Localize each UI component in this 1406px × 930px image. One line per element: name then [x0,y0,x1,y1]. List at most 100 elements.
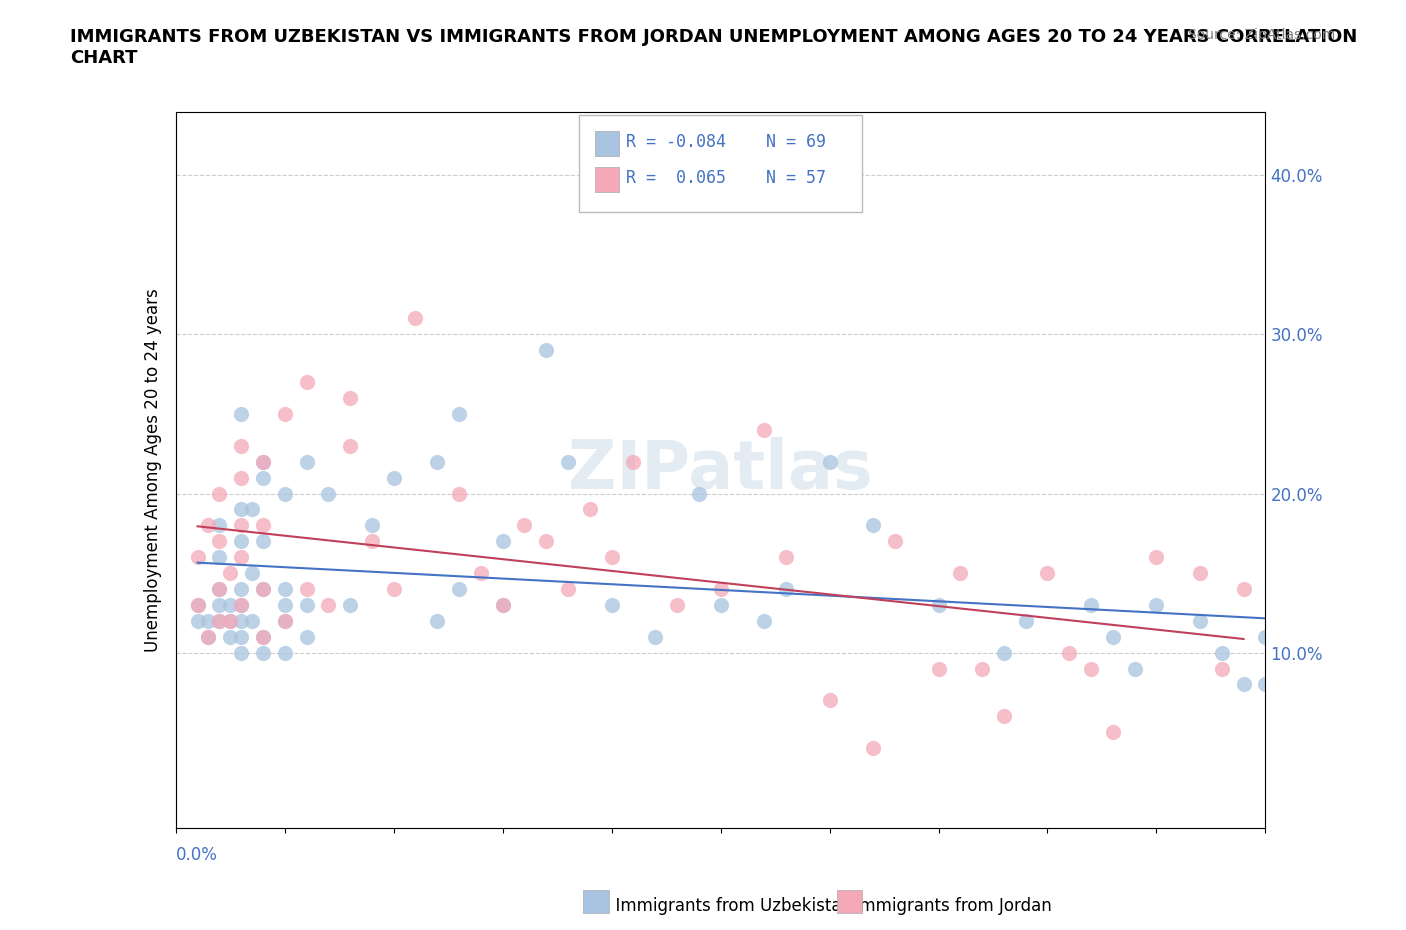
Point [186,597,209,612]
Point [1080,597,1102,612]
Point [252,454,274,469]
Point [426,614,449,629]
Bar [595,131,619,156]
Text: 0.0%: 0.0% [176,845,218,864]
Point [274,597,297,612]
Text: Source: ZipAtlas.com: Source: ZipAtlas.com [1188,28,1336,42]
Point [186,550,209,565]
Point [1144,550,1167,565]
Point [405,311,427,325]
Point [688,486,710,501]
Point [231,406,253,421]
Point [295,375,318,390]
Point [818,693,841,708]
Point [231,597,253,612]
Point [1254,630,1277,644]
Point [447,406,470,421]
Point [219,614,242,629]
Point [208,581,231,596]
Point [231,581,253,596]
Point [231,614,253,629]
Point [240,565,263,580]
Point [1189,614,1212,629]
Point [339,438,361,453]
Point [208,486,231,501]
Point [208,534,231,549]
Text: Immigrants from Uzbekistan: Immigrants from Uzbekistan [605,897,852,915]
Point [775,581,797,596]
Point [274,406,297,421]
Point [197,614,219,629]
Point [208,518,231,533]
Point [208,614,231,629]
Point [219,565,242,580]
Point [252,645,274,660]
Point [274,645,297,660]
Point [274,614,297,629]
Text: IMMIGRANTS FROM UZBEKISTAN VS IMMIGRANTS FROM JORDAN UNEMPLOYMENT AMONG AGES 20 : IMMIGRANTS FROM UZBEKISTAN VS IMMIGRANTS… [70,28,1358,67]
Point [1232,581,1256,596]
FancyBboxPatch shape [579,115,862,212]
Point [197,630,219,644]
Point [186,614,209,629]
Point [993,645,1015,660]
Point [644,630,666,644]
Point [295,630,318,644]
Point [252,630,274,644]
Point [274,581,297,596]
Point [318,486,340,501]
Point [775,550,797,565]
Point [231,630,253,644]
Point [231,502,253,517]
Point [1057,645,1080,660]
Point [339,597,361,612]
Point [492,534,515,549]
Point [557,454,579,469]
Point [231,518,253,533]
Point [219,614,242,629]
Point [949,565,972,580]
Point [970,661,993,676]
Point [928,597,950,612]
Point [818,454,841,469]
Point [231,597,253,612]
Text: R = -0.084    N = 69: R = -0.084 N = 69 [626,133,825,152]
Point [754,422,776,437]
Point [295,454,318,469]
Point [666,597,689,612]
Point [579,502,602,517]
Point [252,471,274,485]
Point [360,518,382,533]
Point [295,597,318,612]
Point [339,391,361,405]
Point [231,534,253,549]
Point [1232,677,1256,692]
Point [513,518,536,533]
Point [231,550,253,565]
Point [1123,661,1146,676]
Point [208,614,231,629]
Point [928,661,950,676]
Point [1211,645,1233,660]
Point [208,550,231,565]
Point [492,597,515,612]
Point [252,518,274,533]
Bar [595,166,619,192]
Point [197,630,219,644]
Point [252,630,274,644]
Point [470,565,492,580]
Point [1254,677,1277,692]
Point [621,454,644,469]
Point [600,597,623,612]
Point [710,597,733,612]
Text: R =  0.065    N = 57: R = 0.065 N = 57 [626,169,825,187]
Point [993,709,1015,724]
Point [492,597,515,612]
Point [360,534,382,549]
Point [219,597,242,612]
Point [186,597,209,612]
Point [710,581,733,596]
Point [274,486,297,501]
Point [557,581,579,596]
Point [862,740,884,755]
